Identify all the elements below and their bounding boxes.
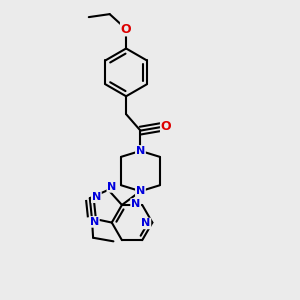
Text: N: N (131, 199, 140, 209)
Text: N: N (107, 182, 117, 192)
Text: N: N (136, 146, 145, 156)
Text: O: O (121, 22, 131, 36)
Text: N: N (136, 186, 145, 196)
Text: N: N (141, 218, 150, 229)
Text: O: O (161, 120, 171, 133)
Text: N: N (90, 217, 99, 227)
Text: N: N (92, 192, 101, 202)
